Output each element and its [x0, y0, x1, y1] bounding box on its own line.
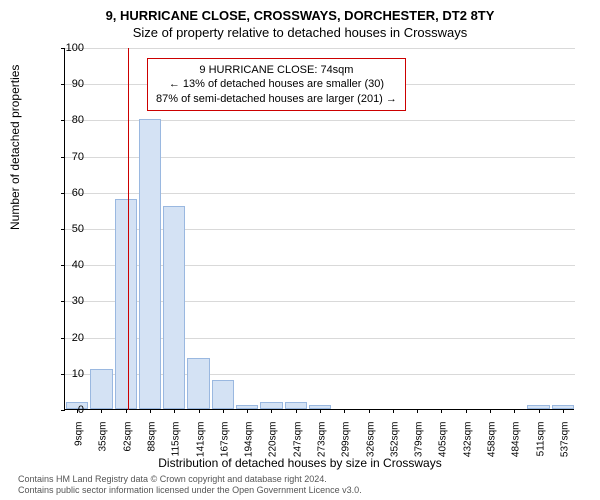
annotation-line-3: 87% of semi-detached houses are larger (…	[156, 92, 397, 106]
histogram-chart: 9sqm35sqm62sqm88sqm115sqm141sqm167sqm194…	[64, 48, 574, 410]
plot-area: 9sqm35sqm62sqm88sqm115sqm141sqm167sqm194…	[64, 48, 574, 410]
histogram-bar	[212, 380, 234, 409]
histogram-bar	[115, 199, 137, 409]
xtick-mark	[320, 409, 321, 413]
histogram-bar	[90, 369, 112, 409]
xtick-mark	[150, 409, 151, 413]
histogram-bar	[163, 206, 185, 409]
histogram-bar	[552, 405, 574, 409]
reference-line	[128, 48, 129, 410]
xtick-mark	[563, 409, 564, 413]
histogram-bar	[187, 358, 209, 409]
annotation-box: 9 HURRICANE CLOSE: 74sqm← 13% of detache…	[147, 58, 406, 111]
xtick-mark	[490, 409, 491, 413]
credits-line-1: Contains HM Land Registry data © Crown c…	[18, 474, 362, 485]
page-title: 9, HURRICANE CLOSE, CROSSWAYS, DORCHESTE…	[0, 0, 600, 23]
xtick-mark	[441, 409, 442, 413]
ytick-label: 100	[44, 42, 84, 54]
credits: Contains HM Land Registry data © Crown c…	[18, 474, 362, 496]
xtick-mark	[296, 409, 297, 413]
xtick-mark	[271, 409, 272, 413]
gridline	[65, 48, 575, 49]
histogram-bar	[139, 119, 161, 409]
ytick-label: 30	[44, 295, 84, 307]
xtick-mark	[344, 409, 345, 413]
xtick-mark	[223, 409, 224, 413]
xtick-mark	[174, 409, 175, 413]
ytick-label: 10	[44, 368, 84, 380]
annotation-line-2: ← 13% of detached houses are smaller (30…	[156, 77, 397, 91]
xtick-mark	[101, 409, 102, 413]
ytick-label: 80	[44, 114, 84, 126]
histogram-bar	[309, 405, 331, 409]
ytick-label: 0	[44, 404, 84, 416]
y-axis-label: Number of detached properties	[8, 65, 22, 230]
histogram-bar	[260, 402, 282, 409]
annotation-line-1: 9 HURRICANE CLOSE: 74sqm	[156, 63, 397, 77]
xtick-mark	[466, 409, 467, 413]
page-subtitle: Size of property relative to detached ho…	[0, 25, 600, 40]
ytick-label: 60	[44, 187, 84, 199]
credits-line-2: Contains public sector information licen…	[18, 485, 362, 496]
xtick-mark	[247, 409, 248, 413]
xtick-mark	[393, 409, 394, 413]
xtick-mark	[369, 409, 370, 413]
histogram-bar	[285, 402, 307, 409]
xtick-mark	[126, 409, 127, 413]
ytick-label: 70	[44, 151, 84, 163]
ytick-label: 40	[44, 259, 84, 271]
ytick-label: 20	[44, 332, 84, 344]
xtick-mark	[417, 409, 418, 413]
xtick-mark	[199, 409, 200, 413]
xtick-mark	[514, 409, 515, 413]
xtick-mark	[539, 409, 540, 413]
ytick-label: 90	[44, 78, 84, 90]
histogram-bar	[527, 405, 549, 409]
x-axis-label: Distribution of detached houses by size …	[0, 456, 600, 470]
histogram-bar	[236, 405, 258, 409]
ytick-label: 50	[44, 223, 84, 235]
